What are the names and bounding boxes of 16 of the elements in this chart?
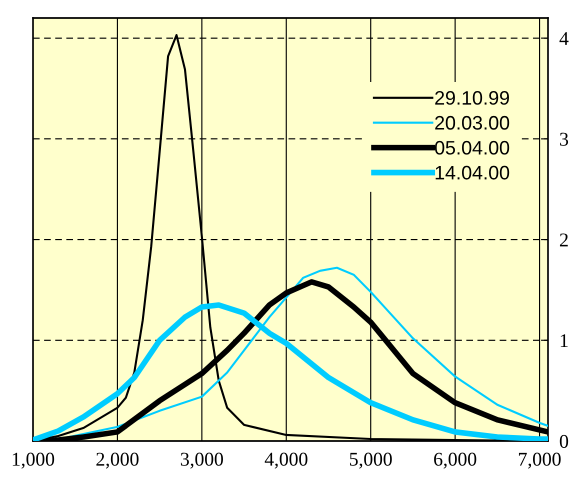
legend-label: 05.04.00 [434, 140, 510, 155]
x-tick-label: 5,000 [350, 452, 392, 469]
y-tick-label: 0 [560, 434, 568, 448]
y-tick-label: 4 [559, 32, 569, 45]
legend-label: 29.10.99 [435, 91, 509, 105]
y-tick-label: 2 [560, 233, 568, 246]
x-tick-label: 7,000 [518, 452, 561, 469]
x-tick-label: 1,000 [12, 452, 54, 469]
x-tick-label: 4,000 [264, 452, 308, 469]
y-tick-label: 1 [560, 334, 568, 348]
x-tick-label: 2,000 [96, 452, 139, 469]
legend-label: 20.03.00 [435, 116, 510, 130]
y-tick-label: 3 [560, 132, 568, 146]
x-tick-label: 3,000 [180, 452, 223, 469]
x-tick-label: 6,000 [434, 452, 476, 469]
legend-label: 14.04.00 [436, 166, 510, 180]
